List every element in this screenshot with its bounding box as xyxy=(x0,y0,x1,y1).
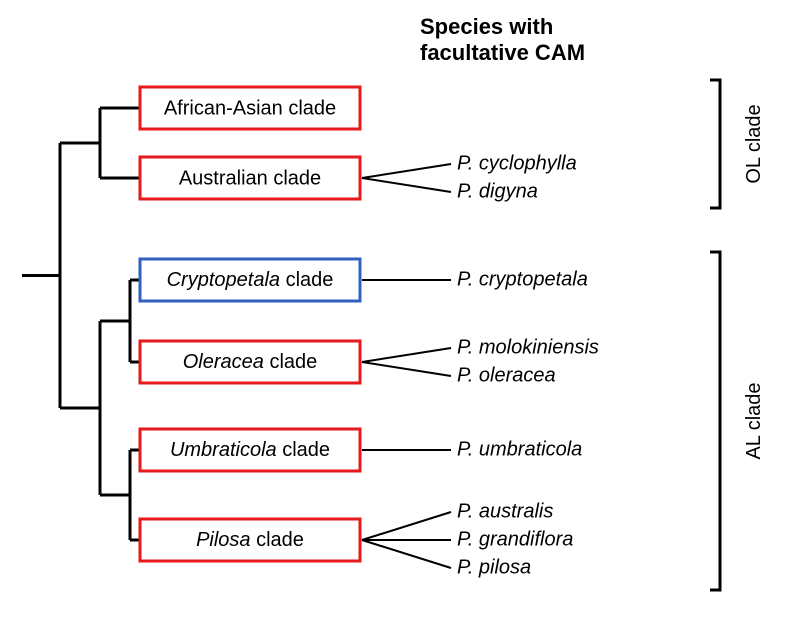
species-line-3-1 xyxy=(362,362,451,376)
species-line-5-2 xyxy=(362,540,451,568)
clade-label-5: Pilosa clade xyxy=(196,529,304,551)
species-1-0: P. cyclophylla xyxy=(457,152,577,174)
species-3-0: P. molokiniensis xyxy=(457,336,599,358)
species-2-0: P. cryptopetala xyxy=(457,268,588,290)
clade-label-4: Umbraticola clade xyxy=(170,439,330,461)
species-3-1: P. oleracea xyxy=(457,364,556,386)
species-line-1-1 xyxy=(362,178,451,192)
species-5-1: P. grandiflora xyxy=(457,528,573,550)
clade-label-0: African-Asian clade xyxy=(164,97,336,119)
ol-bracket xyxy=(710,80,720,208)
clade-label-3: Oleracea clade xyxy=(183,351,318,373)
header-line1: Species with xyxy=(420,14,553,39)
al-bracket xyxy=(710,252,720,590)
species-line-1-0 xyxy=(362,164,451,178)
clade-label-1: Australian clade xyxy=(179,167,321,189)
species-5-0: P. australis xyxy=(457,500,553,522)
clade-label-2: Cryptopetala clade xyxy=(167,269,334,291)
al-label: AL clade xyxy=(743,382,765,459)
species-4-0: P. umbraticola xyxy=(457,438,582,460)
species-1-1: P. digyna xyxy=(457,180,538,202)
ol-label: OL clade xyxy=(743,104,765,183)
header-line2: facultative CAM xyxy=(420,40,585,65)
species-line-3-0 xyxy=(362,348,451,362)
species-line-5-0 xyxy=(362,512,451,540)
species-5-2: P. pilosa xyxy=(457,556,531,578)
